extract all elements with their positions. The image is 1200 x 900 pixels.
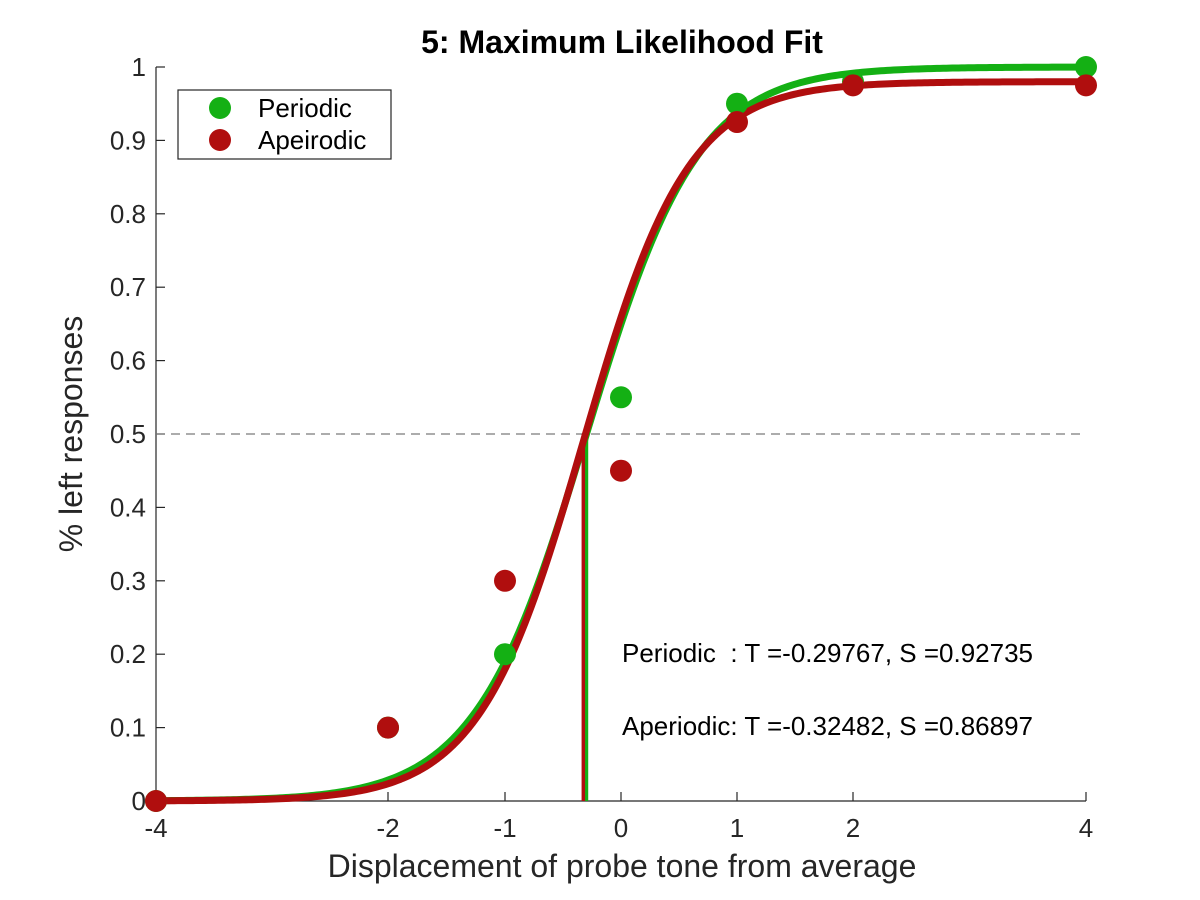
fit-curves (152, 63, 1090, 805)
x-tick-label: 4 (1079, 813, 1093, 843)
annotation-aperiodic: Aperiodic: T =-0.32482, S =0.86897 (622, 711, 1033, 741)
data-point-apeirodic (145, 790, 167, 812)
annotation-periodic: Periodic : T =-0.29767, S =0.92735 (622, 638, 1033, 668)
fit-curve-apeirodic (152, 78, 1090, 805)
y-tick-label: 0.7 (110, 272, 146, 302)
legend-label-apeirodic: Apeirodic (258, 125, 366, 155)
x-tick-label: 2 (846, 813, 860, 843)
x-tick-label: 1 (730, 813, 744, 843)
y-tick-label: 0.4 (110, 492, 146, 522)
y-tick-label: 0.1 (110, 713, 146, 743)
legend-marker-periodic (209, 97, 231, 119)
y-tick-label: 0.6 (110, 346, 146, 376)
data-points (145, 56, 1097, 812)
data-point-apeirodic (494, 569, 516, 592)
y-axis-label: % left responses (53, 316, 89, 553)
y-tick-label: 1 (132, 52, 146, 82)
y-tick-label: 0.8 (110, 199, 146, 229)
y-tick-label: 0.5 (110, 419, 146, 449)
legend-label-periodic: Periodic (258, 93, 352, 123)
data-point-periodic (726, 92, 748, 115)
axes: -4 -2 -1 0 1 2 4 0 0.1 0.2 0.3 0.4 0.5 0.6 0.7 0.8 0.9 1 (110, 52, 1093, 843)
chart-title: 5: Maximum Likelihood Fit (421, 24, 823, 60)
y-tick-label: 0 (132, 786, 146, 816)
data-point-periodic (494, 643, 516, 666)
y-tick-label: 0.3 (110, 566, 146, 596)
x-tick-label: -2 (376, 813, 399, 843)
data-point-apeirodic (1075, 74, 1097, 97)
data-point-apeirodic (610, 459, 632, 482)
legend-marker-apeirodic (209, 129, 231, 151)
data-point-periodic (610, 386, 632, 409)
x-tick-label: 0 (614, 813, 628, 843)
y-tick-label: 0.2 (110, 639, 146, 669)
data-point-apeirodic (377, 716, 399, 739)
data-point-apeirodic (726, 111, 748, 134)
x-tick-label: -4 (144, 813, 167, 843)
y-tick-label: 0.9 (110, 125, 146, 155)
data-point-apeirodic (842, 74, 864, 97)
data-point-periodic (1075, 56, 1097, 78)
x-tick-label: -1 (493, 813, 516, 843)
x-axis-label: Displacement of probe tone from average (328, 848, 917, 884)
